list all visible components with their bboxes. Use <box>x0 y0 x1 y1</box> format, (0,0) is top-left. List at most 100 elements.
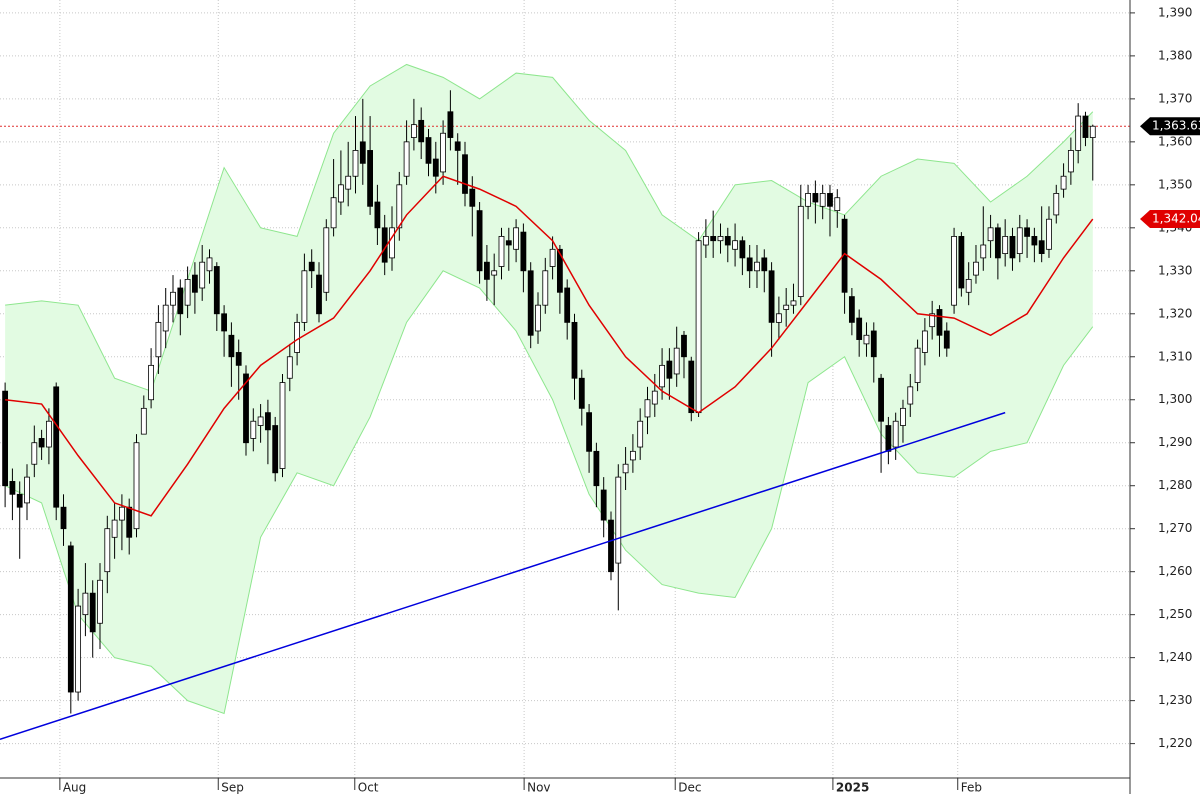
y-tick-label: 1,370 <box>1158 91 1192 105</box>
y-tick-label: 1,350 <box>1158 177 1192 191</box>
candle-body <box>294 321 300 353</box>
candle-body <box>1009 236 1016 259</box>
candle-body <box>2 390 9 487</box>
candle-body <box>330 197 337 229</box>
candle-body <box>133 442 140 530</box>
candle-body <box>695 240 702 414</box>
candle-body <box>67 545 74 693</box>
candle-body <box>447 111 454 138</box>
x-tick-label: Feb <box>961 781 982 794</box>
candle-body <box>89 592 96 633</box>
candle-body <box>608 519 614 573</box>
y-tick-label: 1,220 <box>1158 736 1192 750</box>
candle-body <box>367 150 373 207</box>
candle-body <box>126 506 133 538</box>
candle-body <box>345 175 352 190</box>
y-tick-label: 1,290 <box>1158 435 1192 449</box>
candle-body <box>279 382 286 469</box>
candle-body <box>958 236 965 289</box>
candle-body <box>856 317 863 340</box>
candle-body <box>775 313 782 323</box>
candle-body <box>192 274 198 293</box>
candle-body <box>535 304 541 332</box>
moving-average <box>5 175 1094 517</box>
candle-body <box>622 463 629 474</box>
candle-body <box>710 236 717 242</box>
y-tick-label: 1,380 <box>1158 48 1192 62</box>
candle-body <box>177 287 184 315</box>
candle-body <box>790 300 797 306</box>
candle-body <box>352 150 359 177</box>
candle-body <box>1016 227 1023 255</box>
candle-body <box>907 386 914 405</box>
candle-body <box>337 184 344 203</box>
x-tick-label: Nov <box>527 781 550 794</box>
candle-body <box>900 407 906 426</box>
y-tick-label: 1,320 <box>1158 306 1192 320</box>
candle-body <box>673 347 680 375</box>
candle-body <box>987 227 994 242</box>
candle-body <box>119 506 125 521</box>
candle-body <box>454 141 461 151</box>
candle-body <box>921 330 928 353</box>
candle-body <box>498 236 505 267</box>
candle-body <box>1002 236 1009 255</box>
candle-body <box>257 416 264 426</box>
candle-body <box>739 240 746 259</box>
candle-body <box>805 193 811 207</box>
candle-body <box>1031 236 1038 246</box>
candle-body <box>9 481 16 495</box>
ma-tag-label: 1,342.04 <box>1152 212 1200 226</box>
candle-body <box>308 261 315 272</box>
candle-body <box>418 119 425 143</box>
candle-body <box>578 377 585 409</box>
candle-body <box>75 605 82 693</box>
candle-body <box>1038 240 1045 255</box>
candle-body <box>878 377 884 422</box>
candle-body <box>542 270 549 306</box>
candle-body <box>462 154 468 194</box>
lower-band <box>4 270 1094 715</box>
candle-body <box>527 270 534 336</box>
candle-body <box>929 313 936 328</box>
candle-body <box>513 227 519 250</box>
candle-body <box>863 334 870 345</box>
candle-body <box>432 158 439 177</box>
candle-body <box>374 201 381 229</box>
candle-body <box>783 304 790 310</box>
candle-body <box>600 489 607 521</box>
candle-body <box>644 399 651 418</box>
candle-body <box>556 248 563 293</box>
candle-body <box>38 438 45 448</box>
x-tick-label: Dec <box>678 781 701 794</box>
y-tick-label: 1,270 <box>1158 521 1192 535</box>
candle-body <box>505 240 512 246</box>
candle-body <box>980 244 987 259</box>
x-tick-label: 2025 <box>836 781 869 794</box>
candle-body <box>571 321 578 379</box>
price-tag-label: 1,363.63 <box>1152 119 1200 133</box>
y-tick-label: 1,280 <box>1158 478 1192 492</box>
candle-body <box>491 270 498 276</box>
candle-body <box>403 141 410 177</box>
candle-body <box>286 356 293 379</box>
candle-body <box>213 266 220 315</box>
candle-body <box>265 412 271 431</box>
x-tick-label: Oct <box>358 781 379 794</box>
candle-body <box>396 184 403 229</box>
candle-body <box>1082 115 1089 138</box>
candle-body <box>1046 218 1052 250</box>
candle-body <box>834 197 841 212</box>
candle-body <box>440 132 446 173</box>
y-tick-label: 1,310 <box>1158 349 1192 363</box>
candle-body <box>111 519 118 538</box>
candle-body <box>24 476 30 504</box>
candle-body <box>994 227 1001 259</box>
candle-body <box>1089 125 1096 138</box>
candle-body <box>702 236 709 246</box>
candle-body <box>316 274 322 315</box>
candle-body <box>732 240 738 250</box>
candle-body <box>819 193 826 207</box>
candle-body <box>155 321 162 358</box>
